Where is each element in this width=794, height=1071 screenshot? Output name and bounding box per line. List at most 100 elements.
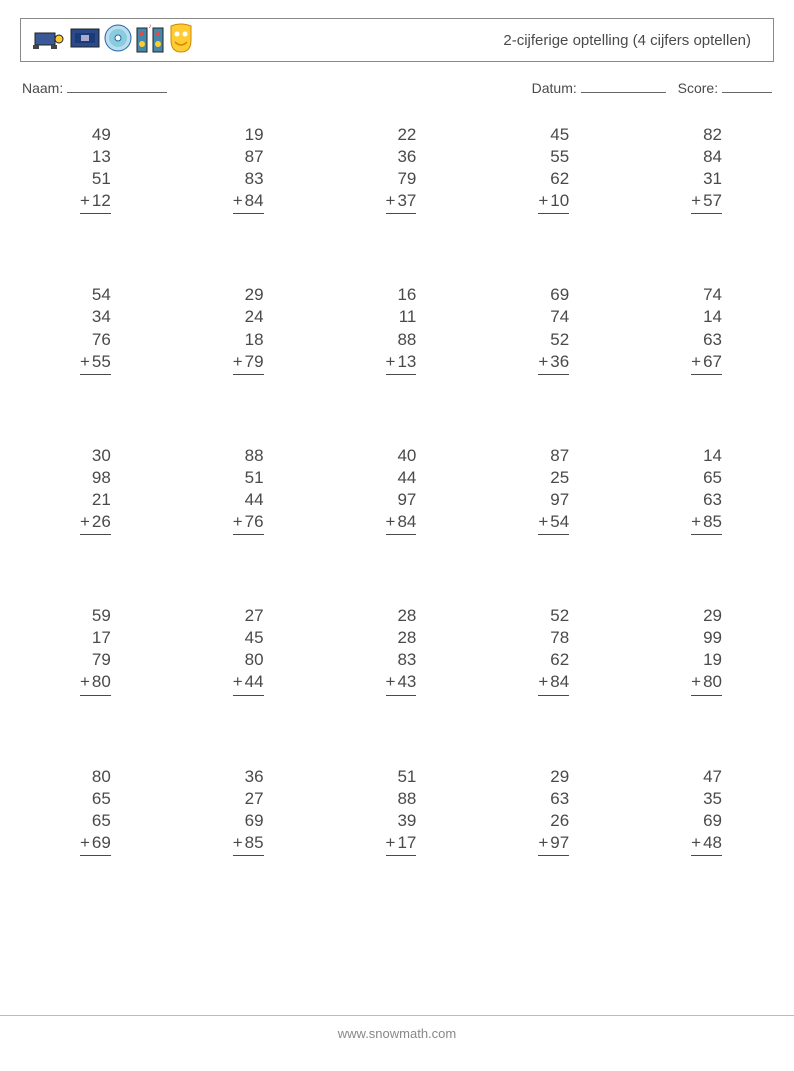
- problem: 299919+80: [651, 605, 754, 715]
- addend: 82: [703, 124, 722, 146]
- addend: 49: [92, 124, 111, 146]
- addend: 88: [397, 329, 416, 351]
- operator: +: [691, 351, 701, 373]
- problem: 872597+54: [498, 445, 601, 555]
- problem: 223679+37: [346, 124, 449, 234]
- last-addend-row: +43: [386, 671, 417, 695]
- problem: 491351+12: [40, 124, 143, 234]
- last-addend-row: +57: [691, 190, 722, 214]
- addend: 17: [92, 627, 111, 649]
- last-addend-row: +10: [538, 190, 569, 214]
- operator: +: [691, 832, 701, 854]
- problem: 806565+69: [40, 766, 143, 876]
- name-blank[interactable]: [67, 92, 167, 93]
- addend: 67: [703, 351, 722, 373]
- problem: 741463+67: [651, 284, 754, 394]
- addend: 62: [550, 649, 569, 671]
- addend: 88: [397, 788, 416, 810]
- footer: www.snowmath.com: [0, 1015, 794, 1041]
- addend: 26: [550, 810, 569, 832]
- last-addend-row: +54: [538, 511, 569, 535]
- problem: 274580+44: [193, 605, 296, 715]
- addend: 99: [703, 627, 722, 649]
- cd-icon: [103, 23, 133, 58]
- addend: 36: [397, 146, 416, 168]
- header-icons: ♪: [33, 22, 195, 59]
- operator: +: [538, 671, 548, 693]
- addend: 44: [397, 467, 416, 489]
- svg-text:♪: ♪: [148, 23, 152, 30]
- last-addend-row: +17: [386, 832, 417, 856]
- mask-icon: [167, 22, 195, 59]
- problem: 591779+80: [40, 605, 143, 715]
- operator: +: [233, 190, 243, 212]
- addend: 18: [245, 329, 264, 351]
- speakers-icon: ♪: [135, 22, 165, 59]
- addend: 88: [245, 445, 264, 467]
- addend: 78: [550, 627, 569, 649]
- last-addend-row: +67: [691, 351, 722, 375]
- date-label: Datum:: [532, 80, 577, 96]
- addend: 65: [92, 788, 111, 810]
- addend: 44: [245, 489, 264, 511]
- operator: +: [386, 351, 396, 373]
- addend: 79: [245, 351, 264, 373]
- last-addend-row: +13: [386, 351, 417, 375]
- last-addend-row: +76: [233, 511, 264, 535]
- addend: 87: [550, 445, 569, 467]
- operator: +: [233, 671, 243, 693]
- last-addend-row: +97: [538, 832, 569, 856]
- problem: 146563+85: [651, 445, 754, 555]
- problem: 362769+85: [193, 766, 296, 876]
- last-addend-row: +85: [691, 511, 722, 535]
- addend: 12: [92, 190, 111, 212]
- addend: 76: [245, 511, 264, 533]
- operator: +: [233, 351, 243, 373]
- date-blank[interactable]: [581, 92, 666, 93]
- operator: +: [538, 832, 548, 854]
- problem: 885144+76: [193, 445, 296, 555]
- addend: 48: [703, 832, 722, 854]
- addend: 27: [245, 605, 264, 627]
- projector-icon: [33, 25, 67, 56]
- addend: 51: [245, 467, 264, 489]
- addend: 84: [703, 146, 722, 168]
- addend: 28: [397, 605, 416, 627]
- score-blank[interactable]: [722, 92, 772, 93]
- operator: +: [691, 511, 701, 533]
- addend: 13: [397, 351, 416, 373]
- addend: 51: [397, 766, 416, 788]
- addend: 22: [397, 124, 416, 146]
- addend: 34: [92, 306, 111, 328]
- footer-url: www.snowmath.com: [338, 1026, 456, 1041]
- addend: 45: [245, 627, 264, 649]
- addend: 19: [703, 649, 722, 671]
- problem: 473569+48: [651, 766, 754, 876]
- addend: 55: [92, 351, 111, 373]
- addend: 28: [397, 627, 416, 649]
- addend: 55: [550, 146, 569, 168]
- addend: 84: [550, 671, 569, 693]
- operator: +: [386, 832, 396, 854]
- last-addend-row: +12: [80, 190, 111, 214]
- addend: 69: [703, 810, 722, 832]
- last-addend-row: +84: [538, 671, 569, 695]
- problem: 697452+36: [498, 284, 601, 394]
- last-addend-row: +80: [691, 671, 722, 695]
- last-addend-row: +69: [80, 832, 111, 856]
- last-addend-row: +85: [233, 832, 264, 856]
- addend: 80: [92, 671, 111, 693]
- operator: +: [80, 190, 90, 212]
- worksheet-title: 2-cijferige optelling (4 cijfers optelle…: [503, 32, 761, 49]
- operator: +: [233, 832, 243, 854]
- last-addend-row: +37: [386, 190, 417, 214]
- addend: 74: [550, 306, 569, 328]
- addend: 79: [92, 649, 111, 671]
- problem: 543476+55: [40, 284, 143, 394]
- addend: 79: [397, 168, 416, 190]
- addend: 13: [92, 146, 111, 168]
- addend: 69: [92, 832, 111, 854]
- addend: 47: [703, 766, 722, 788]
- operator: +: [691, 671, 701, 693]
- problem: 309821+26: [40, 445, 143, 555]
